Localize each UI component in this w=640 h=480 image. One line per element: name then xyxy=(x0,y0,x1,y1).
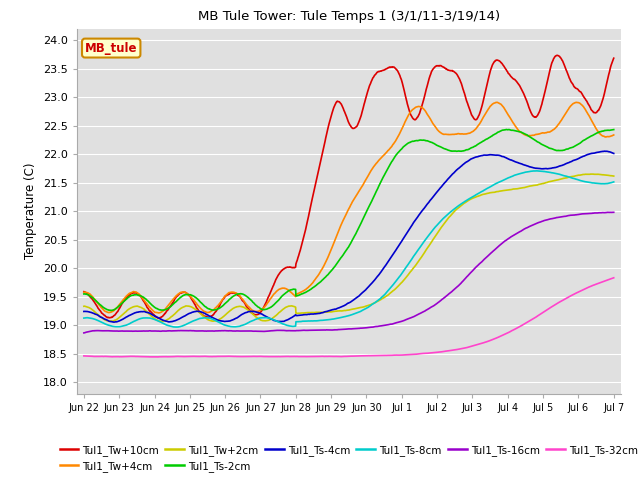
Title: MB Tule Tower: Tule Temps 1 (3/1/11-3/19/14): MB Tule Tower: Tule Temps 1 (3/1/11-3/19… xyxy=(198,11,500,24)
Legend: Tul1_Tw+10cm, Tul1_Tw+4cm, Tul1_Tw+2cm, Tul1_Ts-2cm, Tul1_Ts-4cm, Tul1_Ts-8cm, T: Tul1_Tw+10cm, Tul1_Tw+4cm, Tul1_Tw+2cm, … xyxy=(56,441,640,476)
Text: MB_tule: MB_tule xyxy=(85,42,138,55)
Y-axis label: Temperature (C): Temperature (C) xyxy=(24,163,37,260)
